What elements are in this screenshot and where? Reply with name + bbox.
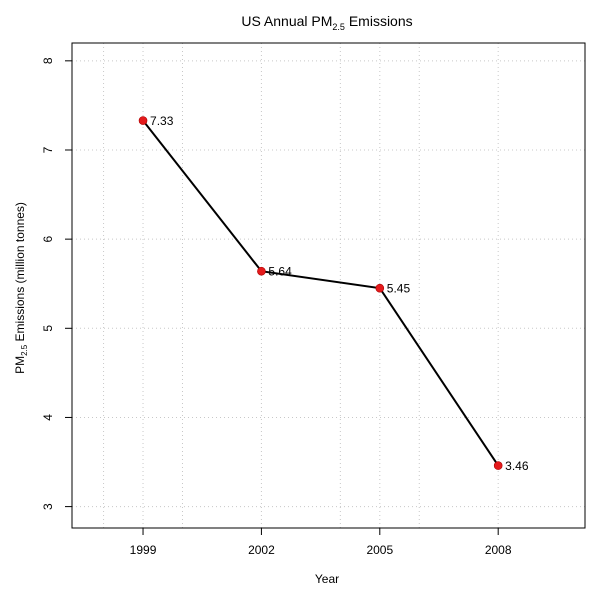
x-axis-label: Year: [315, 572, 339, 586]
y-tick-label: 8: [41, 57, 55, 64]
data-label: 5.64: [268, 265, 292, 279]
y-tick-label: 7: [41, 146, 55, 153]
x-tick-label: 2008: [485, 543, 512, 557]
y-tick-label: 5: [41, 325, 55, 332]
x-tick-label: 2005: [366, 543, 393, 557]
data-label: 5.45: [387, 282, 411, 296]
x-tick-label: 2002: [248, 543, 275, 557]
data-point: [138, 116, 148, 125]
grid-lines: [72, 43, 585, 528]
x-tick-label: 1999: [130, 543, 157, 557]
data-label: 3.46: [505, 459, 529, 473]
y-axis-label: PM2.5 Emissions (million tonnes): [13, 202, 29, 374]
plot-frame: [71, 42, 586, 529]
series-line: [142, 119, 500, 467]
series-layer: 7.33 5.64 5.45 3.46: [138, 114, 529, 473]
chart-title: US Annual PM2.5 Emissions: [241, 13, 412, 32]
y-tick-label: 6: [41, 235, 55, 242]
x-axis: 1999 2002 2005 2008: [130, 528, 512, 557]
y-tick-label: 3: [41, 503, 55, 510]
y-axis: 3 4 5 6 7 8: [41, 57, 72, 510]
data-point: [257, 266, 266, 276]
data-point: [493, 461, 503, 470]
y-tick-label: 4: [41, 414, 55, 421]
data-label: 7.33: [150, 114, 174, 128]
data-point: [375, 283, 385, 293]
